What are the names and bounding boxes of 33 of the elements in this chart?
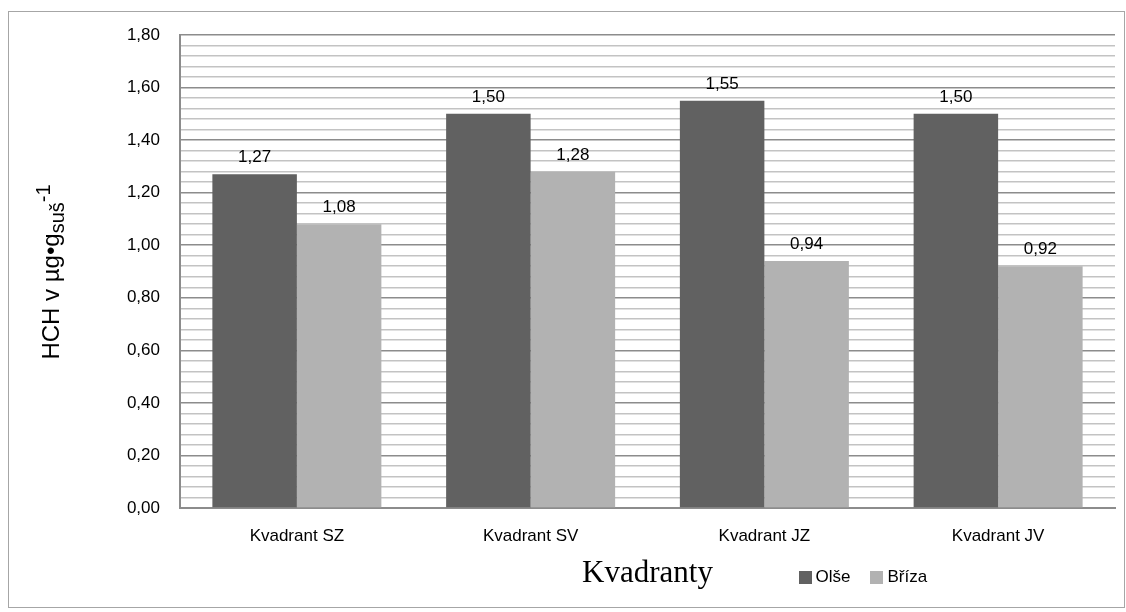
x-axis-title: Kvadranty	[582, 553, 714, 589]
bar	[679, 100, 765, 508]
y-tick-label: 1,00	[126, 234, 160, 254]
bar	[998, 266, 1083, 508]
bar	[913, 113, 999, 508]
data-label: 1,55	[705, 73, 739, 93]
legend-label: Olše	[815, 567, 851, 587]
x-tick-label: Kvadrant JZ	[718, 525, 811, 545]
data-label: 1,50	[939, 87, 973, 107]
x-tick-label: Kvadrant JV	[951, 525, 1046, 545]
bar	[764, 260, 849, 508]
bar	[212, 174, 297, 508]
y-tick-label: 1,20	[126, 182, 160, 202]
y-tick-label: 0,00	[126, 497, 160, 517]
legend-label: Bříza	[887, 567, 928, 587]
y-tick-label: 1,60	[126, 77, 160, 97]
y-tick-label: 0,80	[126, 287, 160, 307]
data-label: 0,92	[1023, 239, 1057, 259]
data-label: 1,28	[556, 144, 590, 164]
data-label: 1,27	[238, 147, 272, 167]
y-tick-label: 1,40	[126, 129, 160, 149]
y-tick-label: 0,60	[126, 340, 160, 360]
x-tick-label: Kvadrant SZ	[249, 525, 345, 545]
bar	[530, 171, 616, 508]
data-label: 1,50	[471, 87, 505, 107]
data-label: 1,08	[322, 197, 356, 217]
x-tick-label: Kvadrant SV	[482, 525, 579, 545]
y-tick-label: 1,80	[126, 24, 160, 44]
bar	[446, 113, 531, 508]
y-tick-label: 0,20	[126, 445, 160, 465]
y-tick-label: 0,40	[126, 392, 160, 412]
data-label: 0,94	[790, 234, 824, 254]
bar	[296, 224, 382, 508]
